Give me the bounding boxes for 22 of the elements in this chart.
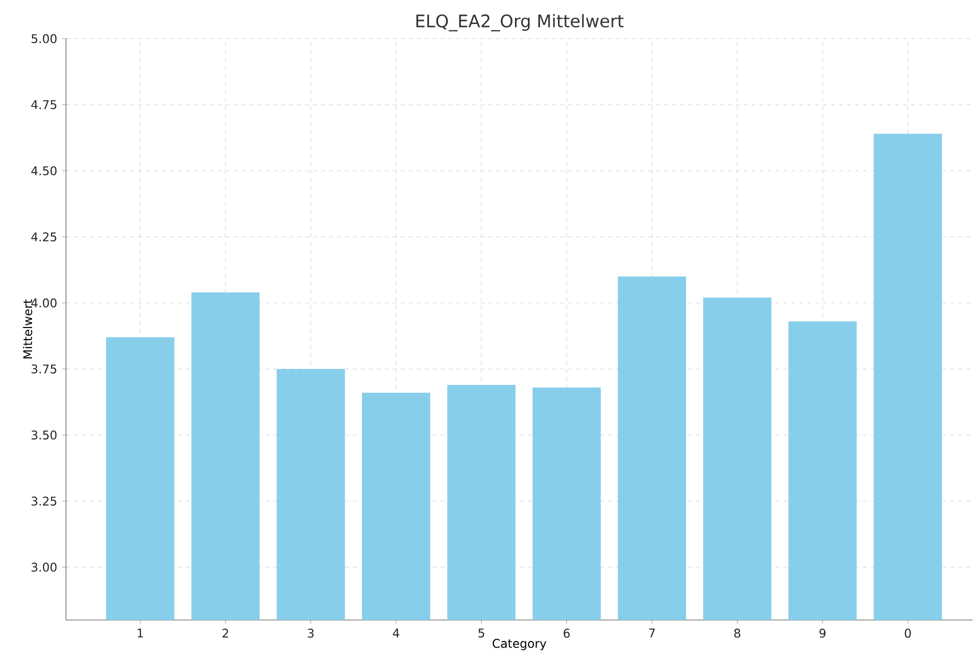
y-tick-label: 4.25 (31, 232, 56, 242)
y-tick-label: 3.75 (32, 364, 56, 374)
x-tick-label: 2 (222, 628, 228, 638)
x-tick-label: 9 (820, 628, 826, 638)
y-tick-label: 4.00 (31, 298, 57, 308)
x-tick-label: 4 (392, 628, 400, 638)
x-tick-label: 3 (308, 628, 314, 638)
y-tick-label: 4.75 (31, 100, 56, 110)
chart-title: ELQ_EA2_Org Mittelwert (416, 14, 624, 32)
x-axis-title: Category (492, 638, 546, 650)
x-tick-label: 7 (649, 628, 655, 638)
x-tick-label: 1 (138, 628, 143, 638)
y-tick-label: 4.50 (31, 166, 57, 176)
x-tick-label: 0 (904, 628, 911, 638)
x-tick-label: 8 (734, 628, 740, 638)
y-tick-label: 5.00 (32, 34, 57, 44)
y-tick-label: 3.25 (32, 496, 56, 506)
y-tick-label: 3.50 (32, 430, 57, 440)
y-axis-title: Mittelwert (22, 299, 32, 358)
y-tick-label: 3.00 (32, 562, 57, 572)
x-tick-label: 5 (478, 628, 484, 638)
x-tick-label: 6 (564, 628, 570, 638)
